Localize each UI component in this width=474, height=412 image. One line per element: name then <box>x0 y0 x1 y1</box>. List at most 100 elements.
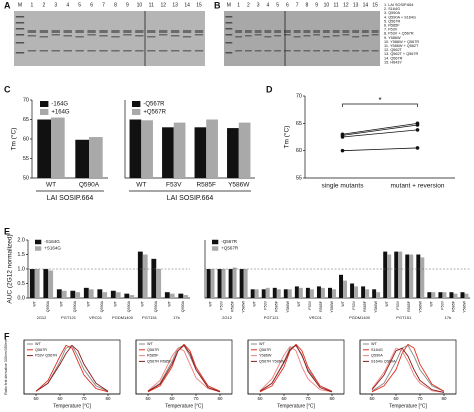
bar <box>88 289 94 298</box>
group-label: PGT121 <box>264 315 280 320</box>
gel-a <box>14 11 205 66</box>
curve <box>371 347 445 393</box>
x-tick-label: WT <box>208 300 212 306</box>
bar <box>328 287 332 298</box>
legend-label: -S164G <box>44 239 60 244</box>
bar <box>97 289 103 298</box>
gel-band <box>147 50 156 52</box>
gel-band <box>361 50 369 52</box>
bar <box>61 290 67 298</box>
x-tick-label: WT <box>168 300 172 306</box>
bar <box>343 280 347 298</box>
gel-band <box>303 50 311 52</box>
x-tick-label: Y586W <box>374 300 378 312</box>
bar <box>141 120 153 178</box>
curve <box>259 346 333 393</box>
group-label: 2G12 <box>37 315 48 320</box>
y-tick-label: 0.5 <box>17 281 25 287</box>
bar <box>372 289 377 298</box>
gel-legend-item: 7. F53V <box>384 28 398 32</box>
gel-band <box>170 50 180 52</box>
point <box>340 132 345 137</box>
x-tick-label: WT <box>114 300 118 306</box>
gel-band <box>322 36 330 38</box>
lane-label: M <box>18 2 22 8</box>
gel-legend-item: 15. H643Y <box>384 60 402 64</box>
legend-label: Q567R Y586W <box>259 359 285 363</box>
group-label: 17b <box>173 315 180 320</box>
panel-label: C <box>4 84 11 94</box>
x-tick-label: single mutants <box>322 183 365 190</box>
lane-label: 8 <box>114 2 117 8</box>
gel-band <box>159 34 168 36</box>
x-tick-label: 50 <box>33 396 39 401</box>
gel-band <box>99 35 108 37</box>
bar <box>51 117 65 178</box>
curve <box>371 344 445 392</box>
x-tick-label: R585F <box>275 300 279 312</box>
lane-label: 10 <box>324 2 330 8</box>
gel-band <box>371 30 379 33</box>
bar <box>228 269 233 298</box>
gel-band <box>254 50 262 52</box>
gel-band <box>135 50 144 52</box>
gel-band <box>15 52 25 54</box>
bar <box>43 269 49 298</box>
x-tick-label: WT <box>297 300 301 306</box>
group-label: PGT121 <box>61 315 77 320</box>
bar <box>287 289 292 298</box>
x-tick-label: 50 <box>369 396 375 401</box>
gel-band <box>264 50 272 52</box>
gel-band <box>75 50 84 52</box>
y-tick-label: 1.5 <box>17 252 25 258</box>
x-tick-label: 60 <box>57 396 63 401</box>
group-label: 17b <box>445 315 452 320</box>
bar <box>261 289 266 298</box>
x-tick-label: 70 <box>81 396 87 401</box>
legend-label: Y586W <box>259 354 272 358</box>
x-tick-label: R585F <box>451 300 455 312</box>
legend-label: WT <box>259 342 266 346</box>
gel-band <box>75 36 84 38</box>
curve <box>35 344 109 393</box>
gel-band <box>51 50 60 52</box>
bar <box>394 251 399 298</box>
lane-label: 1 <box>31 2 34 8</box>
bar <box>254 289 259 298</box>
gel-band <box>27 35 37 37</box>
x-tick-label: 60 <box>169 396 175 401</box>
y-tick-label: 50 <box>23 175 29 181</box>
bar <box>206 119 218 178</box>
bar <box>453 293 458 298</box>
x-tick-label: WT <box>141 300 145 306</box>
x-tick-label: 50 <box>257 396 263 401</box>
gel-band <box>293 30 301 33</box>
group-label: VRC01 <box>89 315 103 320</box>
bar <box>416 254 421 298</box>
bar <box>238 122 251 178</box>
bar <box>221 269 226 298</box>
bar <box>194 127 207 178</box>
bar <box>169 293 175 298</box>
gel-band <box>352 30 360 33</box>
group-label: PGDM1400 <box>349 315 371 320</box>
curve <box>259 343 333 393</box>
bar <box>75 292 81 298</box>
lane-label: 15 <box>196 2 202 8</box>
x-tick-label: F53V <box>352 300 356 309</box>
gel-band <box>332 30 340 33</box>
axis <box>204 240 470 299</box>
y-tick-label: 1.0 <box>17 266 25 272</box>
bar <box>309 289 314 298</box>
x-tick-label: 80 <box>329 396 335 401</box>
lane-label: 4 <box>266 2 269 8</box>
group-label: LAI SOSIP.664 <box>167 195 214 202</box>
gel-band <box>371 50 379 52</box>
gel-legend-item: 9. Y586W <box>384 36 401 40</box>
bar <box>173 122 186 178</box>
x-tick-label: F53V <box>166 182 182 189</box>
x-tick-label: R585F <box>196 182 216 189</box>
bar <box>178 293 184 298</box>
legend-label: -Q567R <box>221 239 238 244</box>
